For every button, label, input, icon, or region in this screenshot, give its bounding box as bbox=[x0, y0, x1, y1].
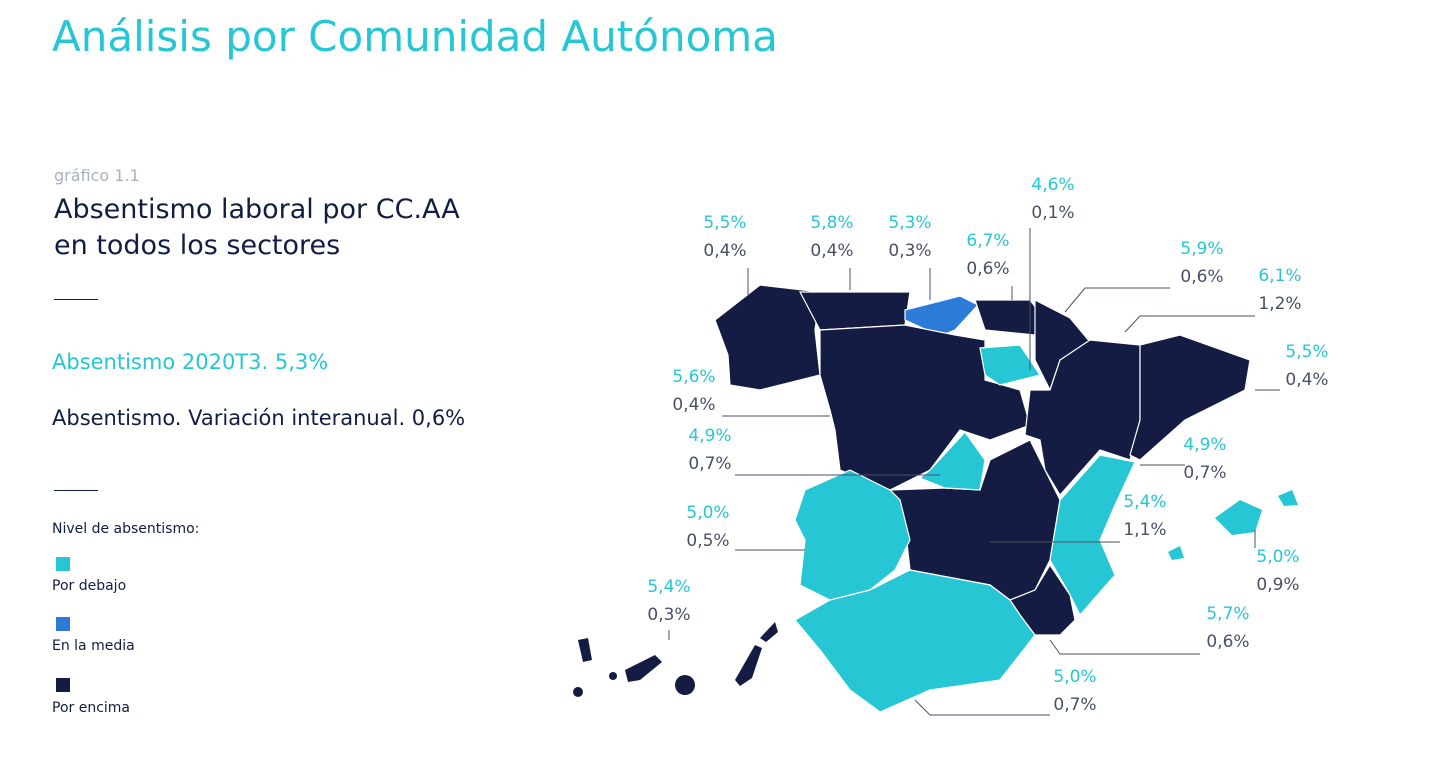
rate-label: 5,0% bbox=[686, 503, 729, 523]
island bbox=[1215, 500, 1262, 535]
region bbox=[794, 569, 1036, 713]
change-label: 1,1% bbox=[1123, 520, 1166, 540]
region bbox=[1049, 454, 1136, 617]
change-label: 0,5% bbox=[686, 531, 729, 551]
summary: Absentismo 2020T3. 5,3% bbox=[52, 350, 329, 374]
change-label: 0,1% bbox=[1031, 203, 1074, 223]
region bbox=[799, 291, 911, 331]
change-label: 0,4% bbox=[1285, 370, 1328, 390]
region bbox=[1129, 334, 1251, 461]
legend-swatch bbox=[56, 678, 70, 692]
island bbox=[760, 622, 778, 642]
island bbox=[625, 655, 662, 682]
legend-title: Nivel de absentismo: bbox=[52, 521, 200, 537]
rate-label: 5,4% bbox=[647, 577, 690, 597]
change-label: 1,2% bbox=[1258, 294, 1301, 314]
change-label: 0,6% bbox=[1206, 632, 1249, 652]
rate-label: 5,5% bbox=[703, 213, 746, 233]
change-label: 0,4% bbox=[672, 395, 715, 415]
rate-label: 6,1% bbox=[1258, 266, 1301, 286]
change-label: 0,6% bbox=[966, 259, 1009, 279]
change-label: 0,4% bbox=[703, 241, 746, 261]
leader-line bbox=[914, 699, 1050, 716]
legend-swatch bbox=[56, 617, 70, 631]
rate-label: 5,6% bbox=[672, 367, 715, 387]
change-label: 0,6% bbox=[1180, 267, 1223, 287]
change-label: 0,9% bbox=[1256, 575, 1299, 595]
leader-line bbox=[1064, 287, 1170, 313]
island bbox=[1278, 490, 1298, 506]
rate-label: 5,3% bbox=[888, 213, 931, 233]
rate-label: 6,7% bbox=[966, 231, 1009, 251]
rate-label: 5,4% bbox=[1123, 492, 1166, 512]
rate-label: 4,9% bbox=[688, 426, 731, 446]
region bbox=[904, 295, 979, 337]
change-label: 0,7% bbox=[688, 454, 731, 474]
rate-label: 5,0% bbox=[1256, 547, 1299, 567]
regions bbox=[573, 284, 1298, 713]
legend-label: Por debajo bbox=[52, 578, 127, 594]
rate-label: 5,7% bbox=[1206, 604, 1249, 624]
region bbox=[979, 344, 1041, 386]
figure-label: gráfico 1.1 bbox=[54, 166, 140, 185]
divider bbox=[54, 299, 98, 300]
rate-label: 5,0% bbox=[1053, 667, 1096, 687]
legend-swatch bbox=[56, 557, 70, 571]
legend-label: En la media bbox=[52, 638, 135, 654]
change-label: 0,7% bbox=[1053, 695, 1096, 715]
divider bbox=[54, 490, 98, 491]
legend-label: Por encima bbox=[52, 700, 131, 716]
change-label: 0,3% bbox=[888, 241, 931, 261]
rate-label: 4,6% bbox=[1031, 175, 1074, 195]
summary: Absentismo. Variación interanual. 0,6% bbox=[52, 406, 466, 430]
rate-label: 5,9% bbox=[1180, 239, 1223, 259]
figure-title: Absentismo laboral por CC.AA bbox=[54, 194, 460, 225]
rate-label: 5,8% bbox=[810, 213, 853, 233]
region bbox=[794, 469, 911, 601]
change-label: 0,7% bbox=[1183, 463, 1226, 483]
rate-label: 5,5% bbox=[1285, 342, 1328, 362]
island bbox=[675, 675, 695, 695]
island bbox=[578, 638, 592, 662]
figure-title: en todos los sectores bbox=[54, 230, 341, 261]
island bbox=[573, 687, 583, 697]
leader-line bbox=[1124, 315, 1255, 333]
island bbox=[735, 645, 762, 686]
change-label: 0,4% bbox=[810, 241, 853, 261]
leader-line bbox=[1049, 639, 1200, 655]
change-label: 0,3% bbox=[647, 605, 690, 625]
rate-label: 4,9% bbox=[1183, 435, 1226, 455]
region bbox=[819, 324, 1031, 491]
island bbox=[609, 672, 617, 680]
page-title: Análisis por Comunidad Autónoma bbox=[52, 12, 778, 61]
island bbox=[1168, 546, 1184, 560]
